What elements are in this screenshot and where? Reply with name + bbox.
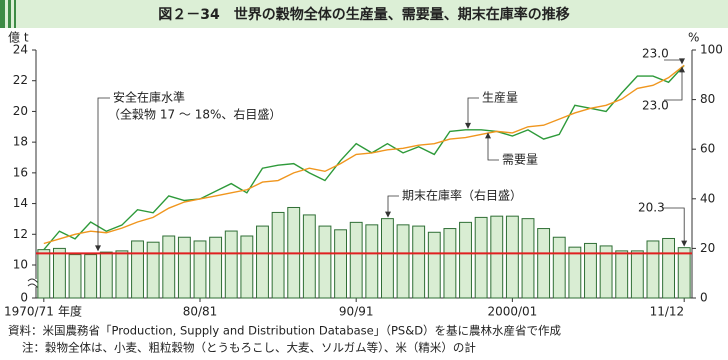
leader bbox=[97, 97, 110, 248]
arrowhead bbox=[485, 132, 491, 139]
bar bbox=[552, 236, 566, 299]
bar bbox=[84, 254, 98, 299]
bar bbox=[52, 247, 66, 299]
x-tick-label: 90/91 bbox=[339, 305, 374, 319]
y2-tick-label: 20 bbox=[700, 241, 715, 255]
y-tick-label: 14 bbox=[13, 196, 28, 210]
bar bbox=[99, 251, 113, 299]
bar bbox=[37, 249, 51, 299]
bar bbox=[646, 240, 660, 299]
leader bbox=[467, 97, 479, 124]
y-unit: 億 t bbox=[8, 31, 29, 45]
y2-tick-label: 0 bbox=[700, 291, 708, 305]
bar bbox=[568, 246, 582, 299]
arrowhead bbox=[95, 245, 101, 252]
bar bbox=[349, 221, 363, 299]
data-label: 23.0 bbox=[642, 99, 669, 113]
bar bbox=[334, 229, 348, 299]
x-tick-label: 1970/71 bbox=[4, 305, 54, 319]
chart-title: 図２－34 世界の穀物全体の生産量、需要量、期末在庫率の推移 bbox=[158, 6, 569, 23]
bar bbox=[443, 228, 457, 299]
y-tick-label: 0 bbox=[20, 291, 28, 305]
y2-unit: % bbox=[688, 31, 699, 45]
x-tick-label: 2000/01 bbox=[487, 305, 537, 319]
data-label: 20.3 bbox=[638, 201, 665, 215]
bar bbox=[146, 241, 160, 299]
arrowhead bbox=[679, 66, 685, 73]
legend-label: 需要量 bbox=[502, 153, 538, 167]
title-stripe bbox=[14, 0, 16, 28]
bar bbox=[677, 247, 691, 299]
title-stripe bbox=[0, 0, 5, 28]
bar bbox=[505, 215, 519, 299]
leader bbox=[387, 195, 399, 213]
annotation: 安全在庫水準 bbox=[113, 90, 185, 105]
bar bbox=[224, 230, 238, 299]
y-tick-label: 16 bbox=[13, 165, 28, 179]
y2-tick-label: 80 bbox=[700, 92, 715, 106]
leader bbox=[487, 137, 499, 161]
y-tick-label: 20 bbox=[13, 104, 28, 118]
bar bbox=[302, 214, 316, 299]
bar bbox=[521, 218, 535, 299]
leader bbox=[664, 71, 683, 101]
axis-break-bg bbox=[28, 279, 44, 287]
bar bbox=[318, 225, 332, 299]
y-tick-label: 18 bbox=[13, 135, 28, 149]
annotation: （全穀物 17 ～ 18%、右目盛） bbox=[108, 107, 281, 122]
bar bbox=[396, 224, 410, 299]
y-tick-label: 12 bbox=[13, 227, 28, 241]
data-label: 23.0 bbox=[642, 47, 669, 61]
bar bbox=[193, 240, 207, 299]
bar bbox=[68, 254, 82, 299]
line-series bbox=[43, 64, 685, 245]
bar bbox=[474, 216, 488, 299]
bar bbox=[490, 215, 504, 299]
bar bbox=[599, 245, 613, 299]
bar bbox=[115, 250, 129, 299]
footnote: 注：穀物全体は、小麦、粗粒穀物（とうもろこし、大麦、ソルガム等）、米（精米）の計 bbox=[22, 341, 476, 355]
x-tick-label: 11/12 bbox=[650, 305, 685, 319]
bar bbox=[271, 211, 285, 299]
x-suffix: 年度 bbox=[58, 304, 82, 319]
source: 資料：米国農務省「Production, Supply and Distribu… bbox=[8, 324, 562, 338]
title-stripe bbox=[8, 0, 11, 28]
arrowhead bbox=[679, 58, 685, 65]
leader bbox=[662, 207, 685, 242]
bar bbox=[615, 250, 629, 299]
bar bbox=[240, 235, 254, 299]
bar bbox=[427, 231, 441, 299]
bar bbox=[209, 236, 223, 299]
legend-label: 期末在庫率（右目盛） bbox=[402, 188, 522, 203]
y2-tick-label: 100 bbox=[700, 43, 723, 57]
bar bbox=[630, 250, 644, 299]
title-bar bbox=[0, 0, 728, 28]
bar bbox=[662, 237, 676, 299]
bar bbox=[256, 225, 269, 299]
arrowhead bbox=[681, 240, 688, 247]
bar bbox=[459, 221, 472, 299]
x-tick-label: 80/81 bbox=[183, 305, 218, 319]
bar bbox=[584, 242, 597, 299]
bar bbox=[380, 218, 394, 299]
y-tick-label: 24 bbox=[13, 43, 28, 57]
legend-label: 生産量 bbox=[482, 90, 518, 105]
bar bbox=[537, 228, 551, 299]
y2-tick-label: 40 bbox=[700, 191, 715, 205]
arrowhead bbox=[465, 122, 471, 129]
bar bbox=[177, 236, 191, 299]
bar bbox=[412, 225, 426, 299]
bar bbox=[365, 224, 379, 299]
line-series bbox=[43, 64, 685, 251]
y-tick-label: 22 bbox=[13, 73, 28, 87]
y2-tick-label: 60 bbox=[700, 142, 715, 156]
arrowhead bbox=[385, 211, 391, 218]
bar bbox=[162, 235, 176, 299]
y-tick-label: 10 bbox=[13, 258, 28, 272]
bar bbox=[131, 240, 144, 299]
